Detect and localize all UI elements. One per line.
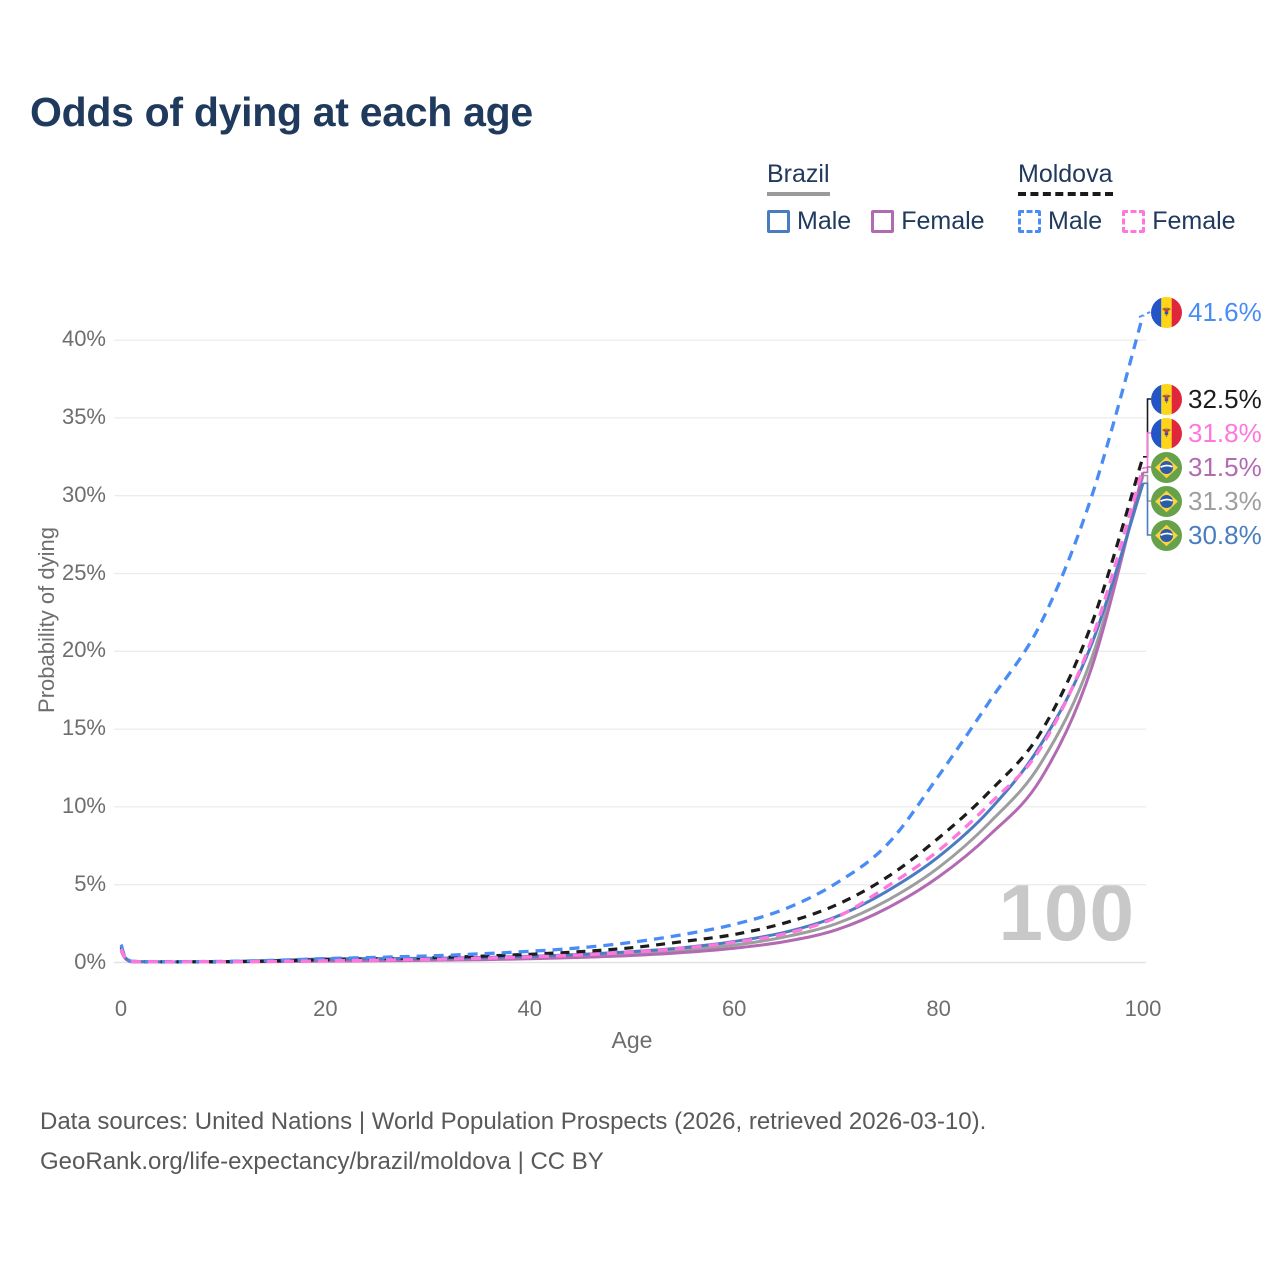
x-axis-title: Age (611, 1027, 653, 1053)
legend-row-brazil: Male Female (767, 207, 985, 236)
legend-item-moldova-male[interactable]: Male (1018, 207, 1102, 236)
legend-item-brazil-female[interactable]: Female (871, 207, 985, 236)
x-tick-label: 0 (114, 996, 128, 1021)
end-value-label: 31.3% (1188, 485, 1262, 516)
moldova-flag-icon (1151, 417, 1182, 449)
page-title: Odds of dying at each age (30, 89, 533, 135)
legend-label-brazil-male: Male (797, 207, 852, 235)
y-tick-label: 20% (61, 637, 106, 663)
x-tick-label: 100 (1124, 996, 1162, 1021)
footer-data-sources: Data sources: United Nations | World Pop… (40, 1108, 987, 1135)
footer-url: GeoRank.org/life-expectancy/brazil/moldo… (40, 1148, 604, 1175)
series-end-label: 31.8% (1151, 417, 1262, 449)
legend-row-moldova: Male Female (1018, 207, 1236, 236)
moldova-flag-icon (1151, 296, 1182, 328)
y-tick-label: 30% (61, 481, 106, 507)
y-tick-label: 25% (61, 559, 106, 585)
y-tick-label: 10% (61, 792, 106, 818)
series-end-label: 32.5% (1151, 383, 1262, 415)
end-value-label: 31.5% (1188, 451, 1262, 482)
x-tick-label: 40 (517, 996, 543, 1021)
legend-label-moldova-male: Male (1048, 207, 1103, 235)
legend-group-title-brazil: Brazil (767, 160, 830, 196)
end-label-connector (1143, 432, 1151, 469)
checkbox-icon (871, 210, 895, 233)
end-label-connector (1143, 474, 1151, 502)
brazil-flag-icon (1151, 485, 1182, 517)
series-end-label: 41.6% (1151, 296, 1262, 328)
age-watermark: 100 (998, 868, 1135, 957)
end-label-connector (1143, 466, 1151, 474)
checkbox-icon (1018, 210, 1041, 233)
end-value-label: 32.5% (1188, 383, 1262, 414)
series-line-moldova-male (119, 314, 1145, 964)
x-tick-label: 60 (721, 996, 747, 1021)
end-value-label: 31.8% (1188, 417, 1262, 448)
legend-group-moldova: Moldova Male Female (1018, 160, 1236, 236)
end-label-connector (1138, 311, 1151, 319)
legend-item-brazil-male[interactable]: Male (767, 207, 851, 236)
series-end-label: 30.8% (1151, 519, 1262, 551)
moldova-flag-icon (1151, 383, 1182, 415)
legend-group-brazil: Brazil Male Female (767, 160, 985, 236)
legend-item-moldova-female[interactable]: Female (1122, 207, 1236, 236)
y-tick-label: 40% (61, 326, 106, 352)
y-axis-title: Probability of dying (34, 527, 59, 713)
end-value-label: 30.8% (1188, 519, 1262, 550)
y-tick-label: 5% (74, 870, 106, 896)
legend-group-title-moldova: Moldova (1018, 160, 1113, 196)
brazil-flag-icon (1151, 451, 1182, 483)
brazil-flag-icon (1151, 519, 1182, 551)
end-label-connector (1143, 482, 1151, 536)
legend-label-moldova-female: Female (1152, 207, 1236, 235)
checkbox-icon (1122, 210, 1146, 233)
series-end-label: 31.5% (1151, 451, 1262, 483)
footer-credits: Data sources: United Nations | World Pop… (40, 1102, 986, 1182)
x-tick-label: 80 (926, 996, 951, 1021)
y-tick-label: 0% (74, 948, 106, 974)
y-tick-label: 35% (61, 403, 106, 429)
legend-label-brazil-female: Female (901, 207, 985, 235)
checkbox-icon (767, 210, 790, 233)
y-tick-label: 15% (61, 715, 106, 741)
x-tick-label: 20 (313, 996, 338, 1021)
end-value-label: 41.6% (1188, 296, 1262, 327)
series-end-label: 31.3% (1151, 485, 1262, 517)
end-label-connector (1143, 398, 1151, 458)
